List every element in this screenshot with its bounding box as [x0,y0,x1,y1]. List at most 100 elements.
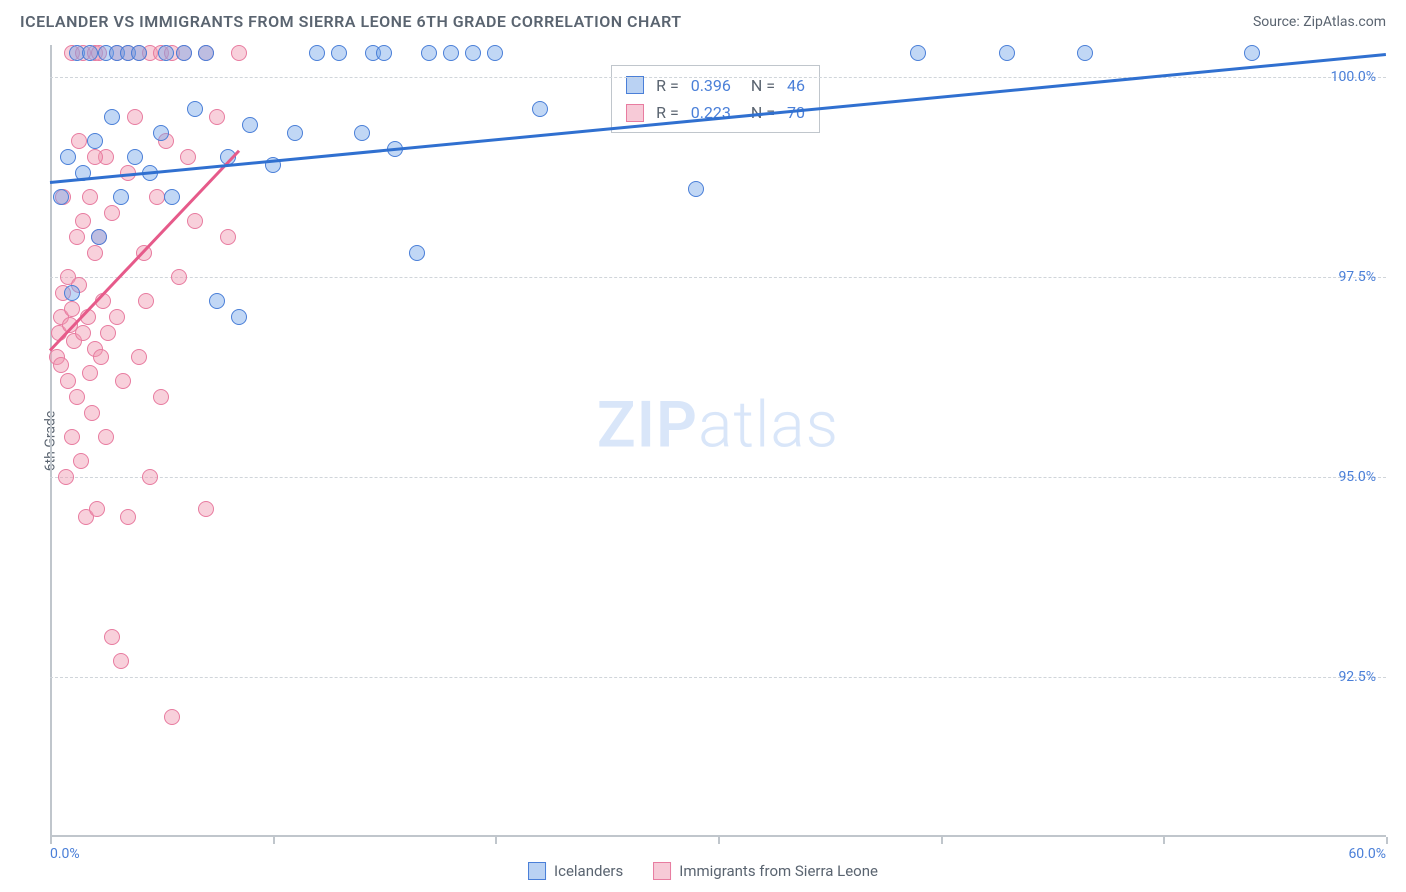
x-tick-label: 60.0% [1348,846,1386,862]
data-point [354,125,370,141]
data-point [164,189,180,205]
data-point [104,109,120,125]
data-point [331,45,347,61]
plot-area: ZIPatlas R = 0.396 N = 46R = 0.223 N = 7… [50,45,1386,837]
series-legend: Icelanders Immigrants from Sierra Leone [528,862,878,880]
data-point [115,373,131,389]
data-point [113,189,129,205]
data-point [231,309,247,325]
legend-swatch [528,862,546,880]
gridline-horizontal [50,677,1386,678]
data-point [180,149,196,165]
data-point [109,309,125,325]
y-tick-label: 95.0% [1338,469,1376,485]
data-point [443,45,459,61]
x-tick-mark [495,837,497,844]
data-point [53,357,69,373]
data-point [532,101,548,117]
legend-label: Icelanders [554,862,623,880]
gridline-horizontal [50,77,1386,78]
data-point [58,469,74,485]
y-tick-label: 97.5% [1338,269,1376,285]
legend-r-value: 0.396 [691,72,731,99]
data-point [242,117,258,133]
legend-swatch [626,104,644,122]
legend-swatch [653,862,671,880]
legend-n-value: 46 [787,72,805,99]
x-tick-mark [718,837,720,844]
data-point [198,45,214,61]
data-point [64,301,80,317]
x-tick-mark [1386,837,1388,844]
data-point [82,189,98,205]
data-point [153,125,169,141]
source-label: Source: ZipAtlas.com [1253,14,1386,30]
data-point [231,45,247,61]
legend-r-value: 0.223 [691,99,731,126]
data-point [104,629,120,645]
y-axis [50,45,52,837]
gridline-horizontal [50,277,1386,278]
data-point [104,205,120,221]
data-point [198,501,214,517]
data-point [376,45,392,61]
data-point [131,45,147,61]
data-point [82,365,98,381]
legend-label: Immigrants from Sierra Leone [679,862,878,880]
data-point [409,245,425,261]
data-point [158,45,174,61]
data-point [421,45,437,61]
data-point [209,293,225,309]
data-point [82,45,98,61]
data-point [100,325,116,341]
data-point [131,349,147,365]
data-point [187,101,203,117]
data-point [93,349,109,365]
x-tick-mark [50,837,52,844]
correlation-legend: R = 0.396 N = 46R = 0.223 N = 70 [611,65,820,133]
data-point [149,189,165,205]
data-point [142,469,158,485]
data-point [1077,45,1093,61]
legend-item: Immigrants from Sierra Leone [653,862,878,880]
data-point [87,149,103,165]
chart-container: 6th Grade ZIPatlas R = 0.396 N = 46R = 0… [50,45,1386,837]
data-point [153,389,169,405]
data-point [487,45,503,61]
data-point [87,133,103,149]
data-point [113,653,129,669]
legend-n-label: N = [743,72,775,99]
data-point [465,45,481,61]
data-point [127,109,143,125]
data-point [53,189,69,205]
data-point [688,181,704,197]
legend-swatch [626,76,644,94]
data-point [910,45,926,61]
chart-title: ICELANDER VS IMMIGRANTS FROM SIERRA LEON… [20,12,682,31]
correlation-legend-row: R = 0.396 N = 46 [626,72,805,99]
data-point [138,293,154,309]
data-point [73,453,89,469]
data-point [127,149,143,165]
data-point [91,229,107,245]
data-point [60,373,76,389]
data-point [209,109,225,125]
data-point [176,45,192,61]
legend-item: Icelanders [528,862,623,880]
legend-r-label: R = [656,72,679,99]
data-point [69,229,85,245]
data-point [187,213,203,229]
data-point [69,389,85,405]
y-tick-label: 100.0% [1331,69,1376,85]
data-point [287,125,303,141]
data-point [120,509,136,525]
data-point [98,429,114,445]
x-tick-mark [1163,837,1165,844]
y-tick-label: 92.5% [1338,669,1376,685]
data-point [171,269,187,285]
data-point [309,45,325,61]
x-tick-label: 0.0% [50,846,80,862]
data-point [71,133,87,149]
x-tick-mark [273,837,275,844]
data-point [84,405,100,421]
